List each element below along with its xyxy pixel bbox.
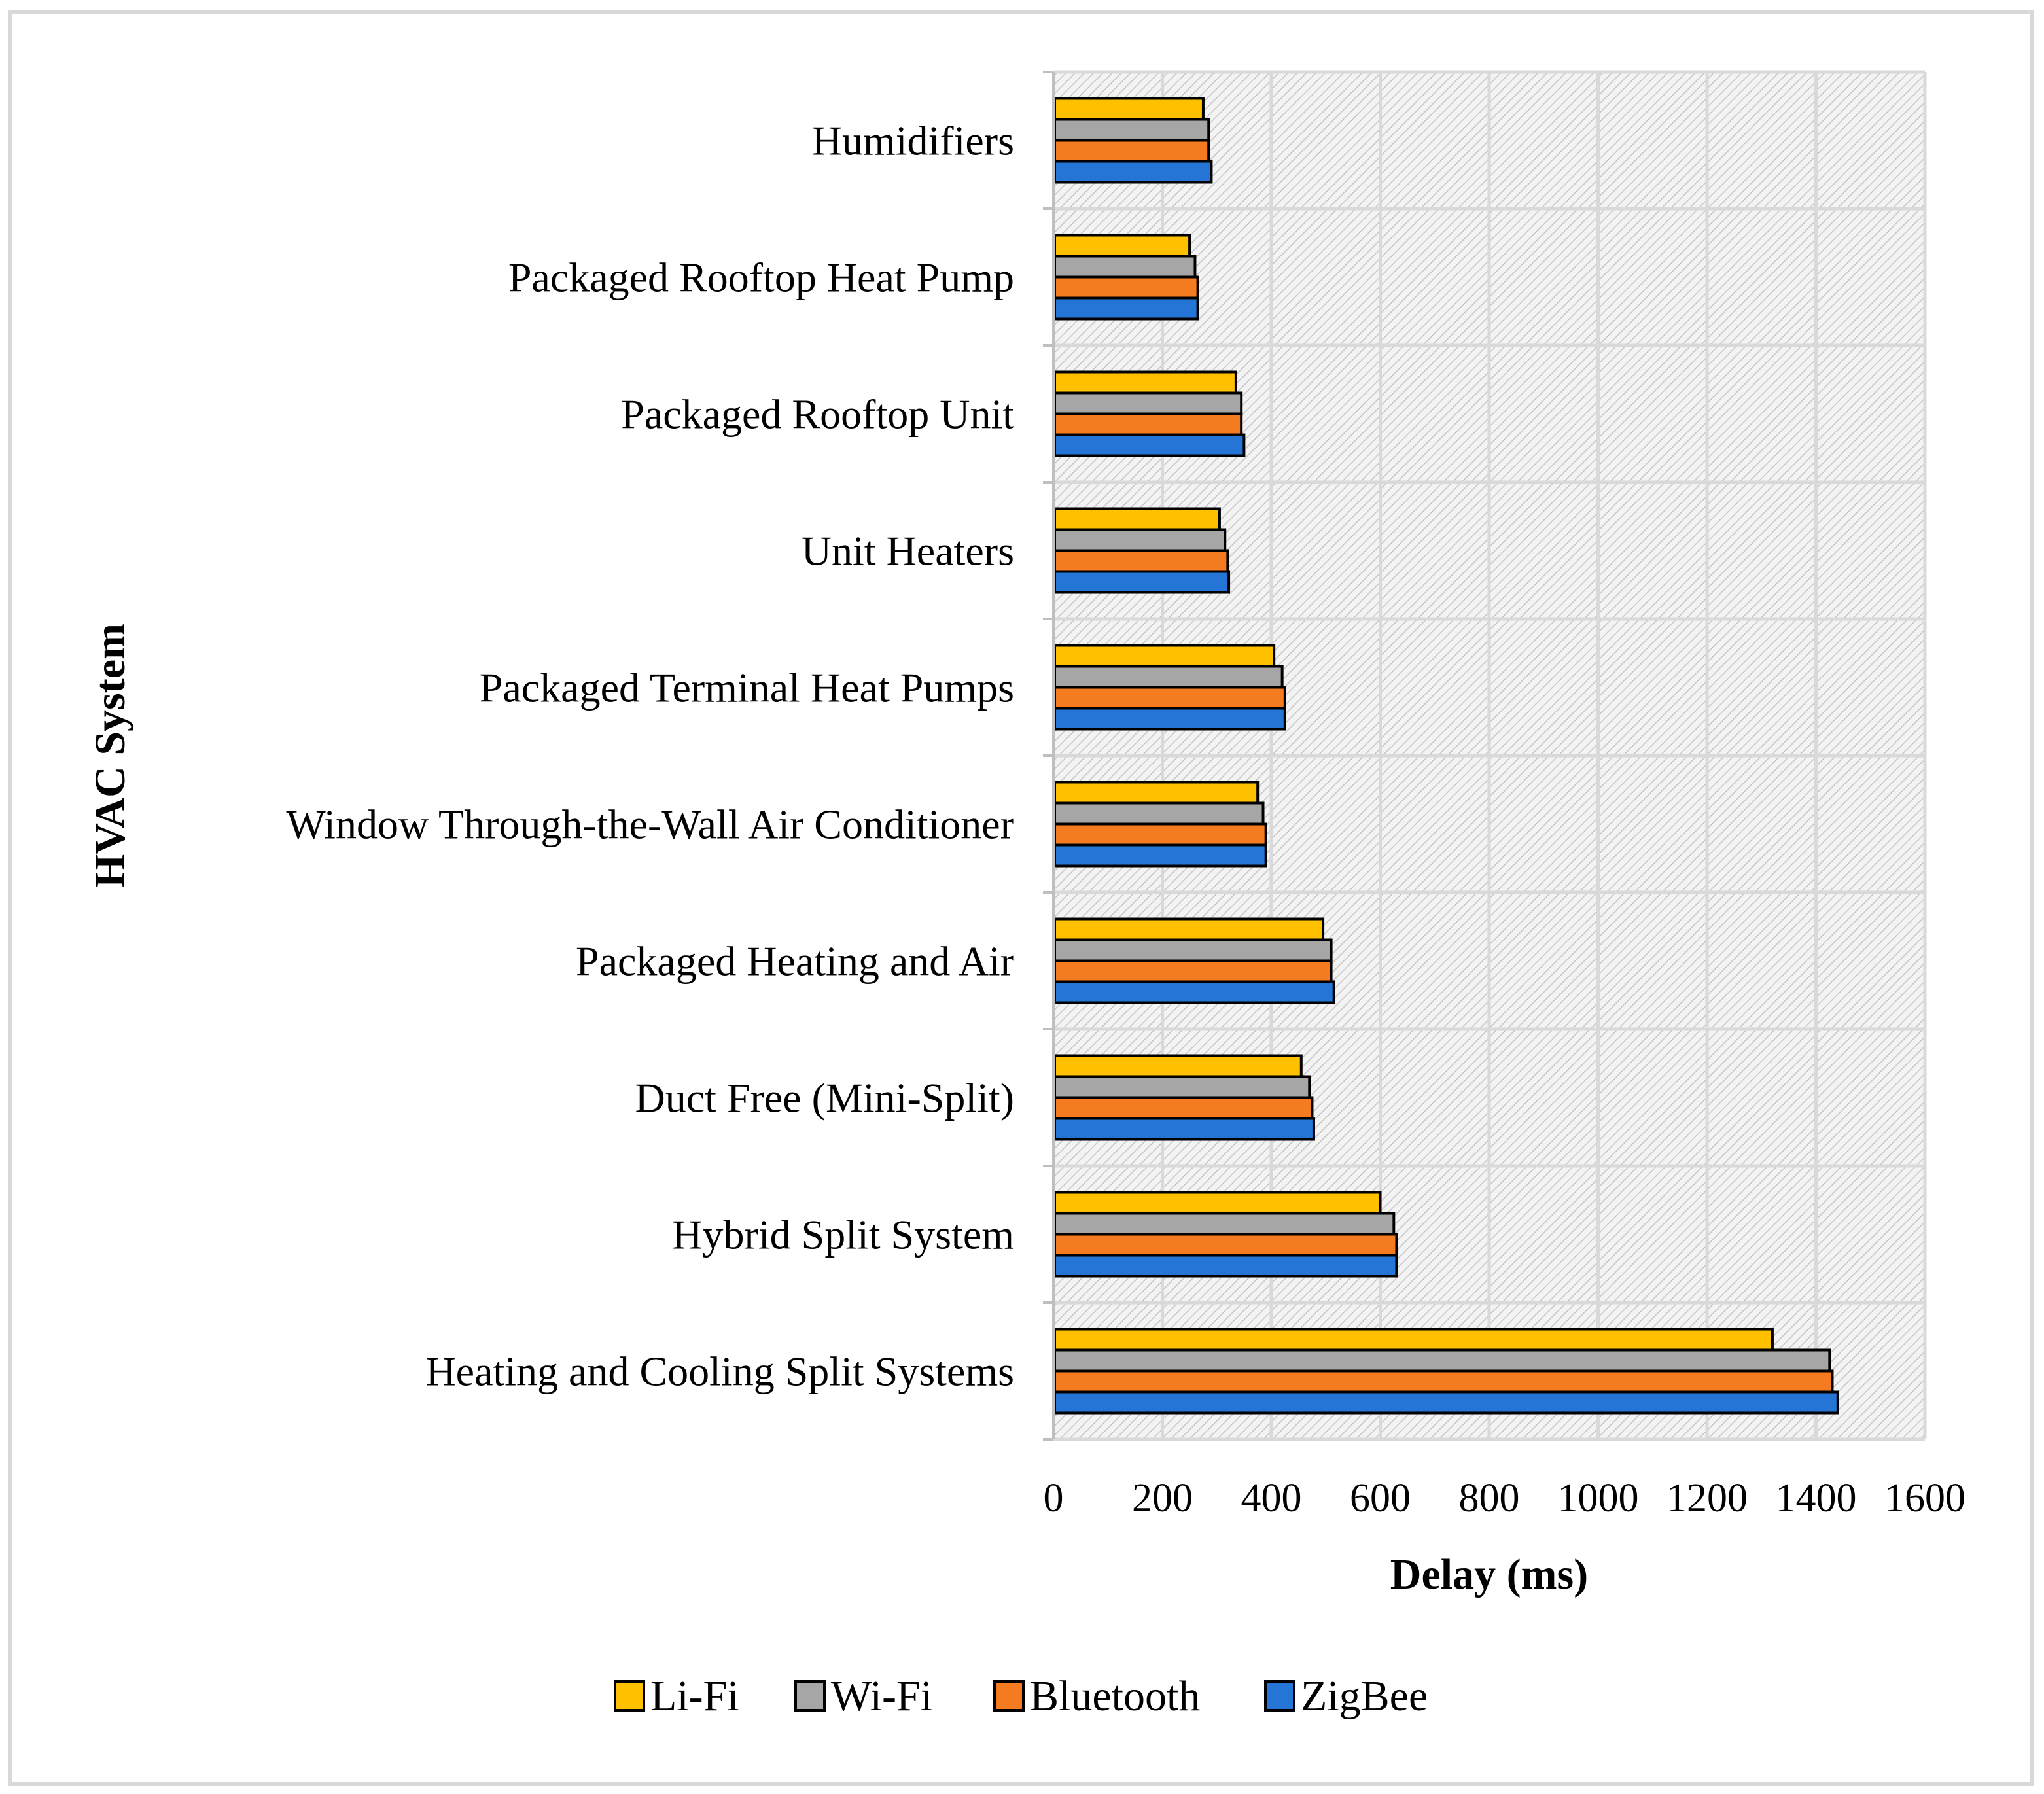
x-tick-label: 600 xyxy=(1350,1476,1411,1521)
bar-zigbee xyxy=(1053,1390,1839,1415)
bar-zigbee xyxy=(1053,707,1286,731)
x-tick-label: 1600 xyxy=(1884,1476,1965,1521)
bar-li-fi xyxy=(1053,370,1237,395)
category-label: Window Through-the-Wall Air Conditioner xyxy=(286,801,1014,848)
bar-bluetooth xyxy=(1053,139,1210,163)
category-label: Packaged Heating and Air xyxy=(576,938,1014,985)
bar-bluetooth xyxy=(1053,275,1199,300)
category-label: Duct Free (Mini-Split) xyxy=(635,1075,1014,1121)
category-label: Humidifiers xyxy=(812,118,1014,164)
bar-wi-fi xyxy=(1053,255,1197,279)
category-label: Heating and Cooling Split Systems xyxy=(425,1348,1014,1395)
bar-wi-fi xyxy=(1053,1075,1311,1099)
bar-bluetooth xyxy=(1053,1096,1314,1120)
category-labels: Humidifiers Packaged Rooftop Heat Pump Pac… xyxy=(286,118,1014,1395)
bar-li-fi xyxy=(1053,507,1221,531)
bar-wi-fi xyxy=(1053,938,1333,962)
x-axis-title: Delay (ms) xyxy=(1390,1551,1588,1598)
category-label: Packaged Terminal Heat Pumps xyxy=(480,665,1014,711)
bar-zigbee xyxy=(1053,843,1267,868)
x-tick-label: 1400 xyxy=(1776,1476,1857,1521)
bar-wi-fi xyxy=(1053,1348,1831,1373)
bar-bluetooth xyxy=(1053,959,1333,983)
bar-li-fi xyxy=(1053,1191,1382,1215)
bar-zigbee xyxy=(1053,980,1335,1004)
bar-zigbee xyxy=(1053,1117,1315,1141)
legend: Li-Fi Wi-Fi Bluetooth ZigBee xyxy=(614,1672,1428,1720)
bar-bluetooth xyxy=(1053,1233,1398,1257)
bar-zigbee xyxy=(1053,433,1246,457)
bar-li-fi xyxy=(1053,644,1276,668)
x-tick-label: 400 xyxy=(1241,1476,1302,1521)
x-tick-label: 1000 xyxy=(1558,1476,1639,1521)
bar-bluetooth xyxy=(1053,822,1267,847)
bar-wi-fi xyxy=(1053,118,1210,142)
bar-wi-fi xyxy=(1053,528,1227,552)
bar-li-fi xyxy=(1053,234,1191,258)
bar-li-fi xyxy=(1053,917,1325,941)
category-label: Unit Heaters xyxy=(802,528,1014,574)
bar-wi-fi xyxy=(1053,1212,1396,1236)
bar-wi-fi xyxy=(1053,391,1243,415)
x-tick-label: 200 xyxy=(1132,1476,1193,1521)
bar-zigbee xyxy=(1053,1254,1398,1278)
y-axis-title: HVAC System xyxy=(86,624,134,888)
bar-bluetooth xyxy=(1053,412,1243,436)
x-tick-label: 1200 xyxy=(1666,1476,1748,1521)
legend-swatch xyxy=(794,1680,826,1712)
bar-wi-fi xyxy=(1053,801,1265,826)
category-label: Packaged Rooftop Unit xyxy=(621,391,1014,438)
legend-label: Li-Fi xyxy=(650,1672,739,1720)
bar-bluetooth xyxy=(1053,686,1286,710)
bar-zigbee xyxy=(1053,160,1213,184)
bar-bluetooth xyxy=(1053,549,1229,573)
category-label: Packaged Rooftop Heat Pump xyxy=(508,255,1014,301)
category-label: Hybrid Split System xyxy=(672,1212,1014,1258)
bar-bluetooth xyxy=(1053,1369,1834,1394)
legend-swatch xyxy=(993,1680,1025,1712)
bar-li-fi xyxy=(1053,1054,1303,1078)
legend-swatch xyxy=(1264,1680,1295,1712)
x-tick-labels: 0 200 400 600 800 1000 1200 1400 1600 xyxy=(1044,1476,1966,1521)
bar-zigbee xyxy=(1053,296,1199,321)
legend-label: ZigBee xyxy=(1301,1672,1428,1720)
bar-wi-fi xyxy=(1053,665,1284,689)
bar-li-fi xyxy=(1053,97,1205,121)
bar-zigbee xyxy=(1053,570,1231,594)
legend-label: Bluetooth xyxy=(1030,1672,1200,1720)
legend-label: Wi-Fi xyxy=(831,1672,932,1720)
x-tick-label: 800 xyxy=(1459,1476,1520,1521)
x-tick-label: 0 xyxy=(1044,1476,1064,1521)
bar-li-fi xyxy=(1053,1328,1774,1352)
legend-swatch xyxy=(614,1680,645,1712)
bar-li-fi xyxy=(1053,781,1260,805)
axes xyxy=(1043,71,1055,1441)
